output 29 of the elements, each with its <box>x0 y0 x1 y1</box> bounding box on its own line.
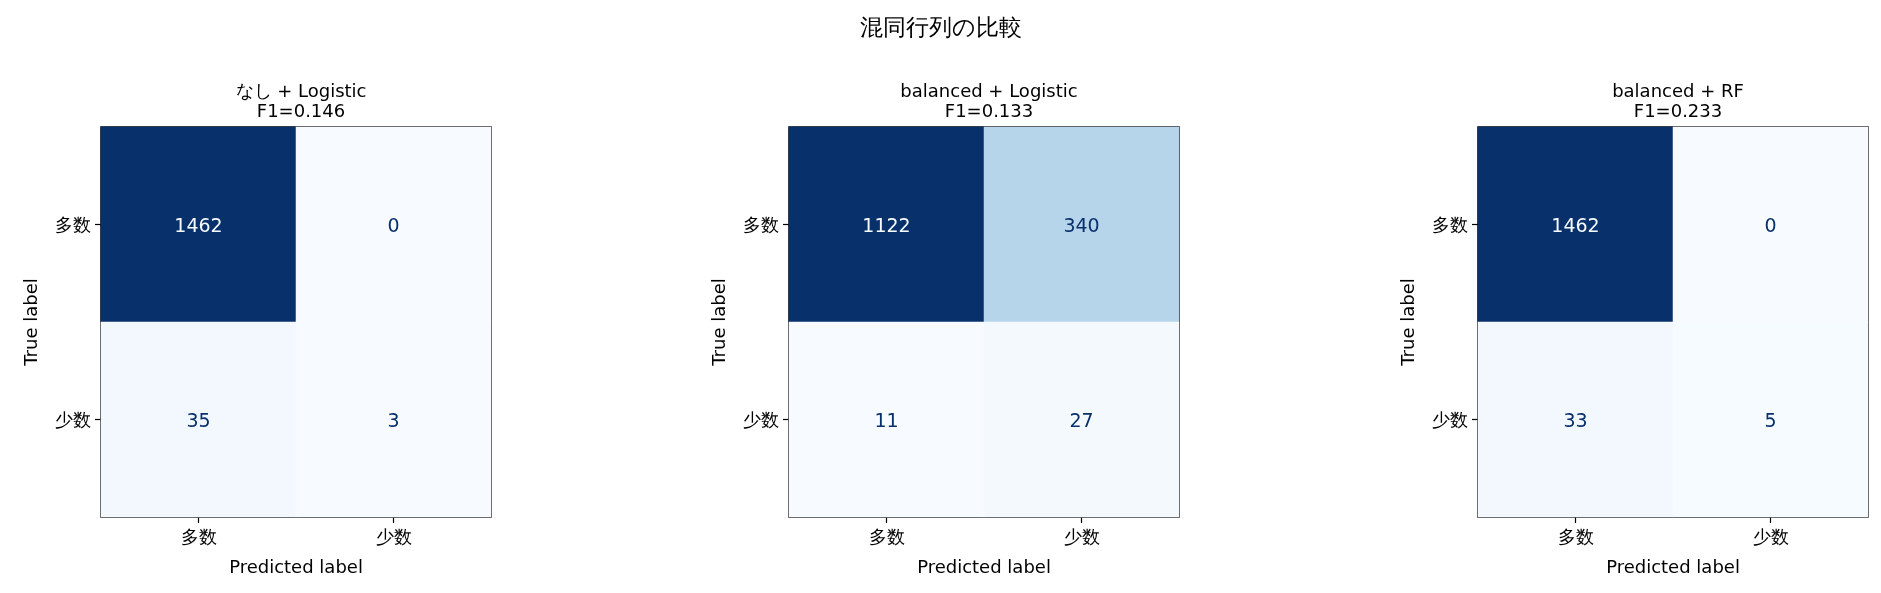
chart-title: なし + Logistic <box>235 79 367 101</box>
data-label: 0 <box>1764 213 1777 236</box>
data-label: 1122 <box>862 213 911 236</box>
x-tick-label: 少数 <box>375 525 412 547</box>
data-label: 33 <box>1563 408 1588 431</box>
data-label: 1462 <box>1551 213 1600 236</box>
x-axis-title: Predicted label <box>917 555 1051 577</box>
y-axis-title: True label <box>1396 278 1418 367</box>
data-label: 27 <box>1069 408 1094 431</box>
data-label: 340 <box>1063 213 1100 236</box>
text: 混同行列の比較 <box>859 13 1022 40</box>
chart-subtitle: F1=0.233 <box>1633 99 1723 121</box>
data-label: 3 <box>387 408 400 431</box>
x-axis-title: Predicted label <box>1606 555 1740 577</box>
data-label: 11 <box>874 408 899 431</box>
x-tick-label: 少数 <box>1752 525 1789 547</box>
x-tick-label: 少数 <box>1063 525 1100 547</box>
x-axis-title: Predicted label <box>229 555 363 577</box>
data-label: 0 <box>387 213 400 236</box>
data-label: 1462 <box>174 213 223 236</box>
x-tick-label: 多数 <box>1557 525 1594 547</box>
x-tick-label: 多数 <box>868 525 905 547</box>
y-axis-title: True label <box>19 278 41 367</box>
data-label: 5 <box>1764 408 1777 431</box>
x-tick-label: 多数 <box>180 525 217 547</box>
chart-title: balanced + RF <box>1612 79 1744 101</box>
data-label: 35 <box>186 408 211 431</box>
y-axis-title: True label <box>707 278 729 367</box>
chart-title: balanced + Logistic <box>900 79 1078 101</box>
